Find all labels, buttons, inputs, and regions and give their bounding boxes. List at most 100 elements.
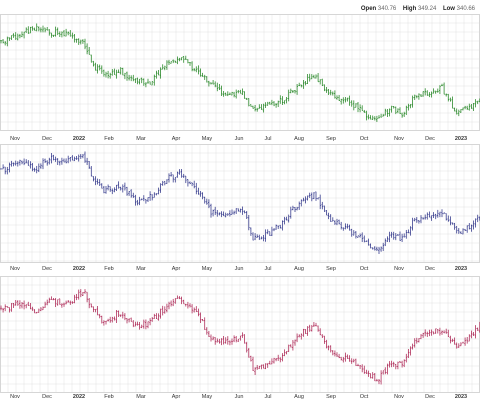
ohlc-bar xyxy=(29,26,32,34)
ohlc-bar xyxy=(79,39,82,45)
ohlc-bar xyxy=(138,196,141,206)
ohlc-bar xyxy=(23,158,25,166)
ohlc-bar xyxy=(376,246,378,251)
ohlc-bar xyxy=(287,344,290,352)
ohlc-bar xyxy=(73,294,76,304)
ohlc-bar xyxy=(298,201,301,210)
ohlc-bar xyxy=(260,236,263,240)
ohlc-bar xyxy=(147,197,149,202)
ohlc-bar xyxy=(50,153,53,164)
ohlc-bar xyxy=(378,379,380,385)
ohlc-bar xyxy=(229,210,231,217)
ohlc-bar xyxy=(176,56,179,65)
ohlc-bar xyxy=(203,317,206,330)
ohlc-bar xyxy=(355,231,357,239)
ohlc-bar xyxy=(58,298,61,305)
ohlc-bar xyxy=(281,353,284,362)
ohlc-bar xyxy=(426,212,429,220)
ohlc-bar xyxy=(189,181,191,185)
ohlc-bar xyxy=(25,27,28,34)
ohlc-bar xyxy=(457,343,460,348)
ohlc-bar xyxy=(147,321,149,329)
ohlc-bar xyxy=(262,235,265,242)
ohlc-bar xyxy=(235,208,238,214)
ohlc-bar xyxy=(451,338,454,342)
ohlc-bar xyxy=(386,363,389,375)
ohlc-bar xyxy=(422,217,424,220)
ohlc-bar xyxy=(403,233,406,238)
x-tick-label: Dec xyxy=(425,266,435,272)
x-tick-label: May xyxy=(202,136,213,142)
ohlc-bar xyxy=(170,61,172,64)
ohlc-bar xyxy=(334,90,336,99)
ohlc-bar xyxy=(142,319,145,329)
ohlc-bar xyxy=(117,310,120,317)
ohlc-bar xyxy=(304,80,307,86)
ohlc-bar xyxy=(273,228,275,232)
ohlc-bar xyxy=(4,304,7,312)
ohlc-bar xyxy=(71,155,74,161)
open-label: Open xyxy=(360,6,377,12)
ohlc-bar xyxy=(268,231,271,236)
ohlc-bar xyxy=(142,78,145,86)
ohlc-bar xyxy=(308,73,311,82)
x-tick-label: Jul xyxy=(264,266,271,272)
ohlc-bar xyxy=(348,224,351,231)
ohlc-bar xyxy=(422,332,424,338)
ohlc-bar xyxy=(252,356,254,371)
ohlc-bar xyxy=(317,325,319,332)
ohlc-bar xyxy=(233,335,235,343)
ohlc-bar xyxy=(82,39,84,44)
ohlc-bar xyxy=(237,338,240,343)
ohlc-bar xyxy=(432,212,435,218)
x-axis-labels: Nov Dec 2022 Feb Mar Apr May Jun Jul Aug Sep Oct Nov… xyxy=(10,136,467,142)
ohlc-bar xyxy=(426,331,429,337)
ohlc-bar xyxy=(342,227,345,231)
ohlc-bar xyxy=(462,228,464,235)
ohlc-bar xyxy=(29,302,32,310)
ohlc-bar xyxy=(344,96,347,103)
ohlc-bar xyxy=(462,341,464,344)
ohlc-bar xyxy=(342,97,345,104)
ohlc-bar xyxy=(323,84,326,92)
x-tick-label: Jun xyxy=(235,394,244,400)
ohlc-bar xyxy=(363,365,366,374)
ohlc-bar xyxy=(224,212,227,218)
ohlc-bar xyxy=(86,291,88,303)
ohlc-bar xyxy=(462,107,464,111)
ohlc-bar xyxy=(319,194,322,210)
ohlc-bar xyxy=(451,222,454,225)
ohlc-bar xyxy=(298,334,301,338)
ohlc-bar xyxy=(281,220,284,231)
x-tick-label: 2023 xyxy=(455,394,467,400)
ohlc-bar xyxy=(119,314,122,317)
ohlc-bar xyxy=(443,330,445,334)
ohlc-bar xyxy=(115,184,118,192)
ohlc-bar xyxy=(168,173,170,183)
ohlc-bar xyxy=(405,105,408,116)
ohlc-bar xyxy=(466,225,469,233)
ohlc-bar xyxy=(256,234,259,238)
ohlc-bar xyxy=(441,209,443,218)
ohlc-bar xyxy=(457,227,460,234)
ohlc-bar xyxy=(12,162,15,167)
ohlc-bar xyxy=(210,334,212,342)
ohlc-bar xyxy=(285,216,288,221)
ohlc-bar xyxy=(331,217,334,222)
low-label: Low xyxy=(442,6,455,12)
ohlc-bar xyxy=(35,311,38,314)
ohlc-bar xyxy=(205,76,208,83)
ohlc-bar xyxy=(132,74,135,82)
ohlc-bar xyxy=(176,171,179,178)
high-label: High xyxy=(402,6,417,12)
ohlc-bar xyxy=(397,108,399,114)
ohlc-bar xyxy=(258,234,261,241)
ohlc-bar xyxy=(157,187,160,195)
ohlc-bar xyxy=(138,321,141,330)
x-tick-label: Oct xyxy=(360,136,369,142)
x-tick-label: Dec xyxy=(42,136,52,142)
ohlc-bar xyxy=(121,67,124,76)
ohlc-bar xyxy=(52,297,55,301)
ohlc-bar xyxy=(436,88,439,93)
ohlc-bar xyxy=(460,342,462,347)
